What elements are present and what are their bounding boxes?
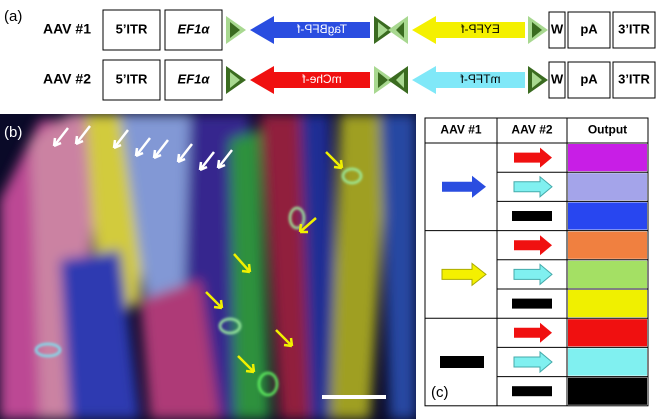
gene-arrow — [412, 66, 525, 94]
micrograph — [0, 114, 416, 419]
element-label: EF1α — [178, 21, 211, 36]
element-label: 5’ITR — [116, 21, 148, 36]
reporter-bar — [440, 356, 484, 368]
element-box — [102, 59, 161, 101]
reporter-arrow — [441, 262, 487, 287]
output-swatch — [568, 260, 647, 288]
panel-label: (a) — [4, 8, 22, 25]
element-box — [548, 11, 566, 49]
panel-label: (c) — [431, 384, 449, 401]
reporter-bar — [512, 386, 552, 397]
lox-site — [230, 22, 240, 38]
reporter-arrow — [442, 175, 486, 198]
construct-name: AAV #1 — [43, 21, 91, 37]
reporter-arrow — [514, 322, 552, 343]
output-swatch — [568, 202, 647, 230]
element-label: 5’ITR — [116, 71, 148, 86]
output-swatch — [568, 173, 647, 201]
element-box — [548, 61, 566, 99]
lox-site — [378, 22, 388, 38]
element-label: pA — [580, 71, 598, 86]
table-header: AAV #1 — [440, 123, 481, 137]
output-swatch — [568, 231, 647, 259]
output-swatch — [568, 377, 647, 405]
reporter-arrow — [513, 175, 553, 198]
element-label: EF1α — [178, 71, 211, 86]
table-header: AAV #2 — [511, 123, 552, 137]
gene-arrow — [250, 66, 370, 94]
table-header: Output — [588, 123, 627, 137]
panel-label: (b) — [4, 124, 22, 141]
element-label: W — [551, 71, 564, 86]
element-box — [164, 59, 223, 101]
label-bg — [428, 382, 458, 402]
gene-arrow — [250, 16, 370, 44]
element-label: 3’ITR — [618, 21, 650, 36]
gene-label: EYFP-f — [460, 22, 499, 36]
construct-name: AAV #2 — [43, 71, 91, 87]
output-swatch — [568, 144, 647, 172]
reporter-arrow — [513, 263, 553, 286]
element-box — [102, 9, 161, 51]
element-box — [567, 11, 611, 49]
output-swatch — [568, 319, 647, 347]
lox-site — [396, 72, 404, 88]
gene-label: mTFP-f — [460, 72, 501, 86]
reporter-arrow — [514, 147, 552, 168]
element-label: pA — [580, 21, 598, 36]
gene-label: TagBFP-f — [296, 22, 347, 36]
output-swatch — [568, 290, 647, 318]
lox-site — [396, 22, 404, 38]
lox-site — [532, 22, 542, 38]
element-box — [612, 61, 656, 99]
gene-label: mChe-f — [302, 72, 342, 86]
reporter-arrow — [514, 235, 552, 256]
element-box — [164, 9, 223, 51]
reporter-bar — [512, 211, 552, 221]
element-box — [567, 61, 611, 99]
lox-site — [378, 72, 388, 88]
gene-arrow — [412, 16, 525, 44]
output-swatch — [568, 348, 647, 376]
lox-site — [230, 72, 240, 88]
element-label: 3’ITR — [618, 71, 650, 86]
reporter-bar — [512, 298, 552, 309]
element-label: W — [551, 21, 564, 36]
reporter-arrow — [513, 350, 553, 374]
element-box — [612, 11, 656, 49]
lox-site — [532, 72, 542, 88]
